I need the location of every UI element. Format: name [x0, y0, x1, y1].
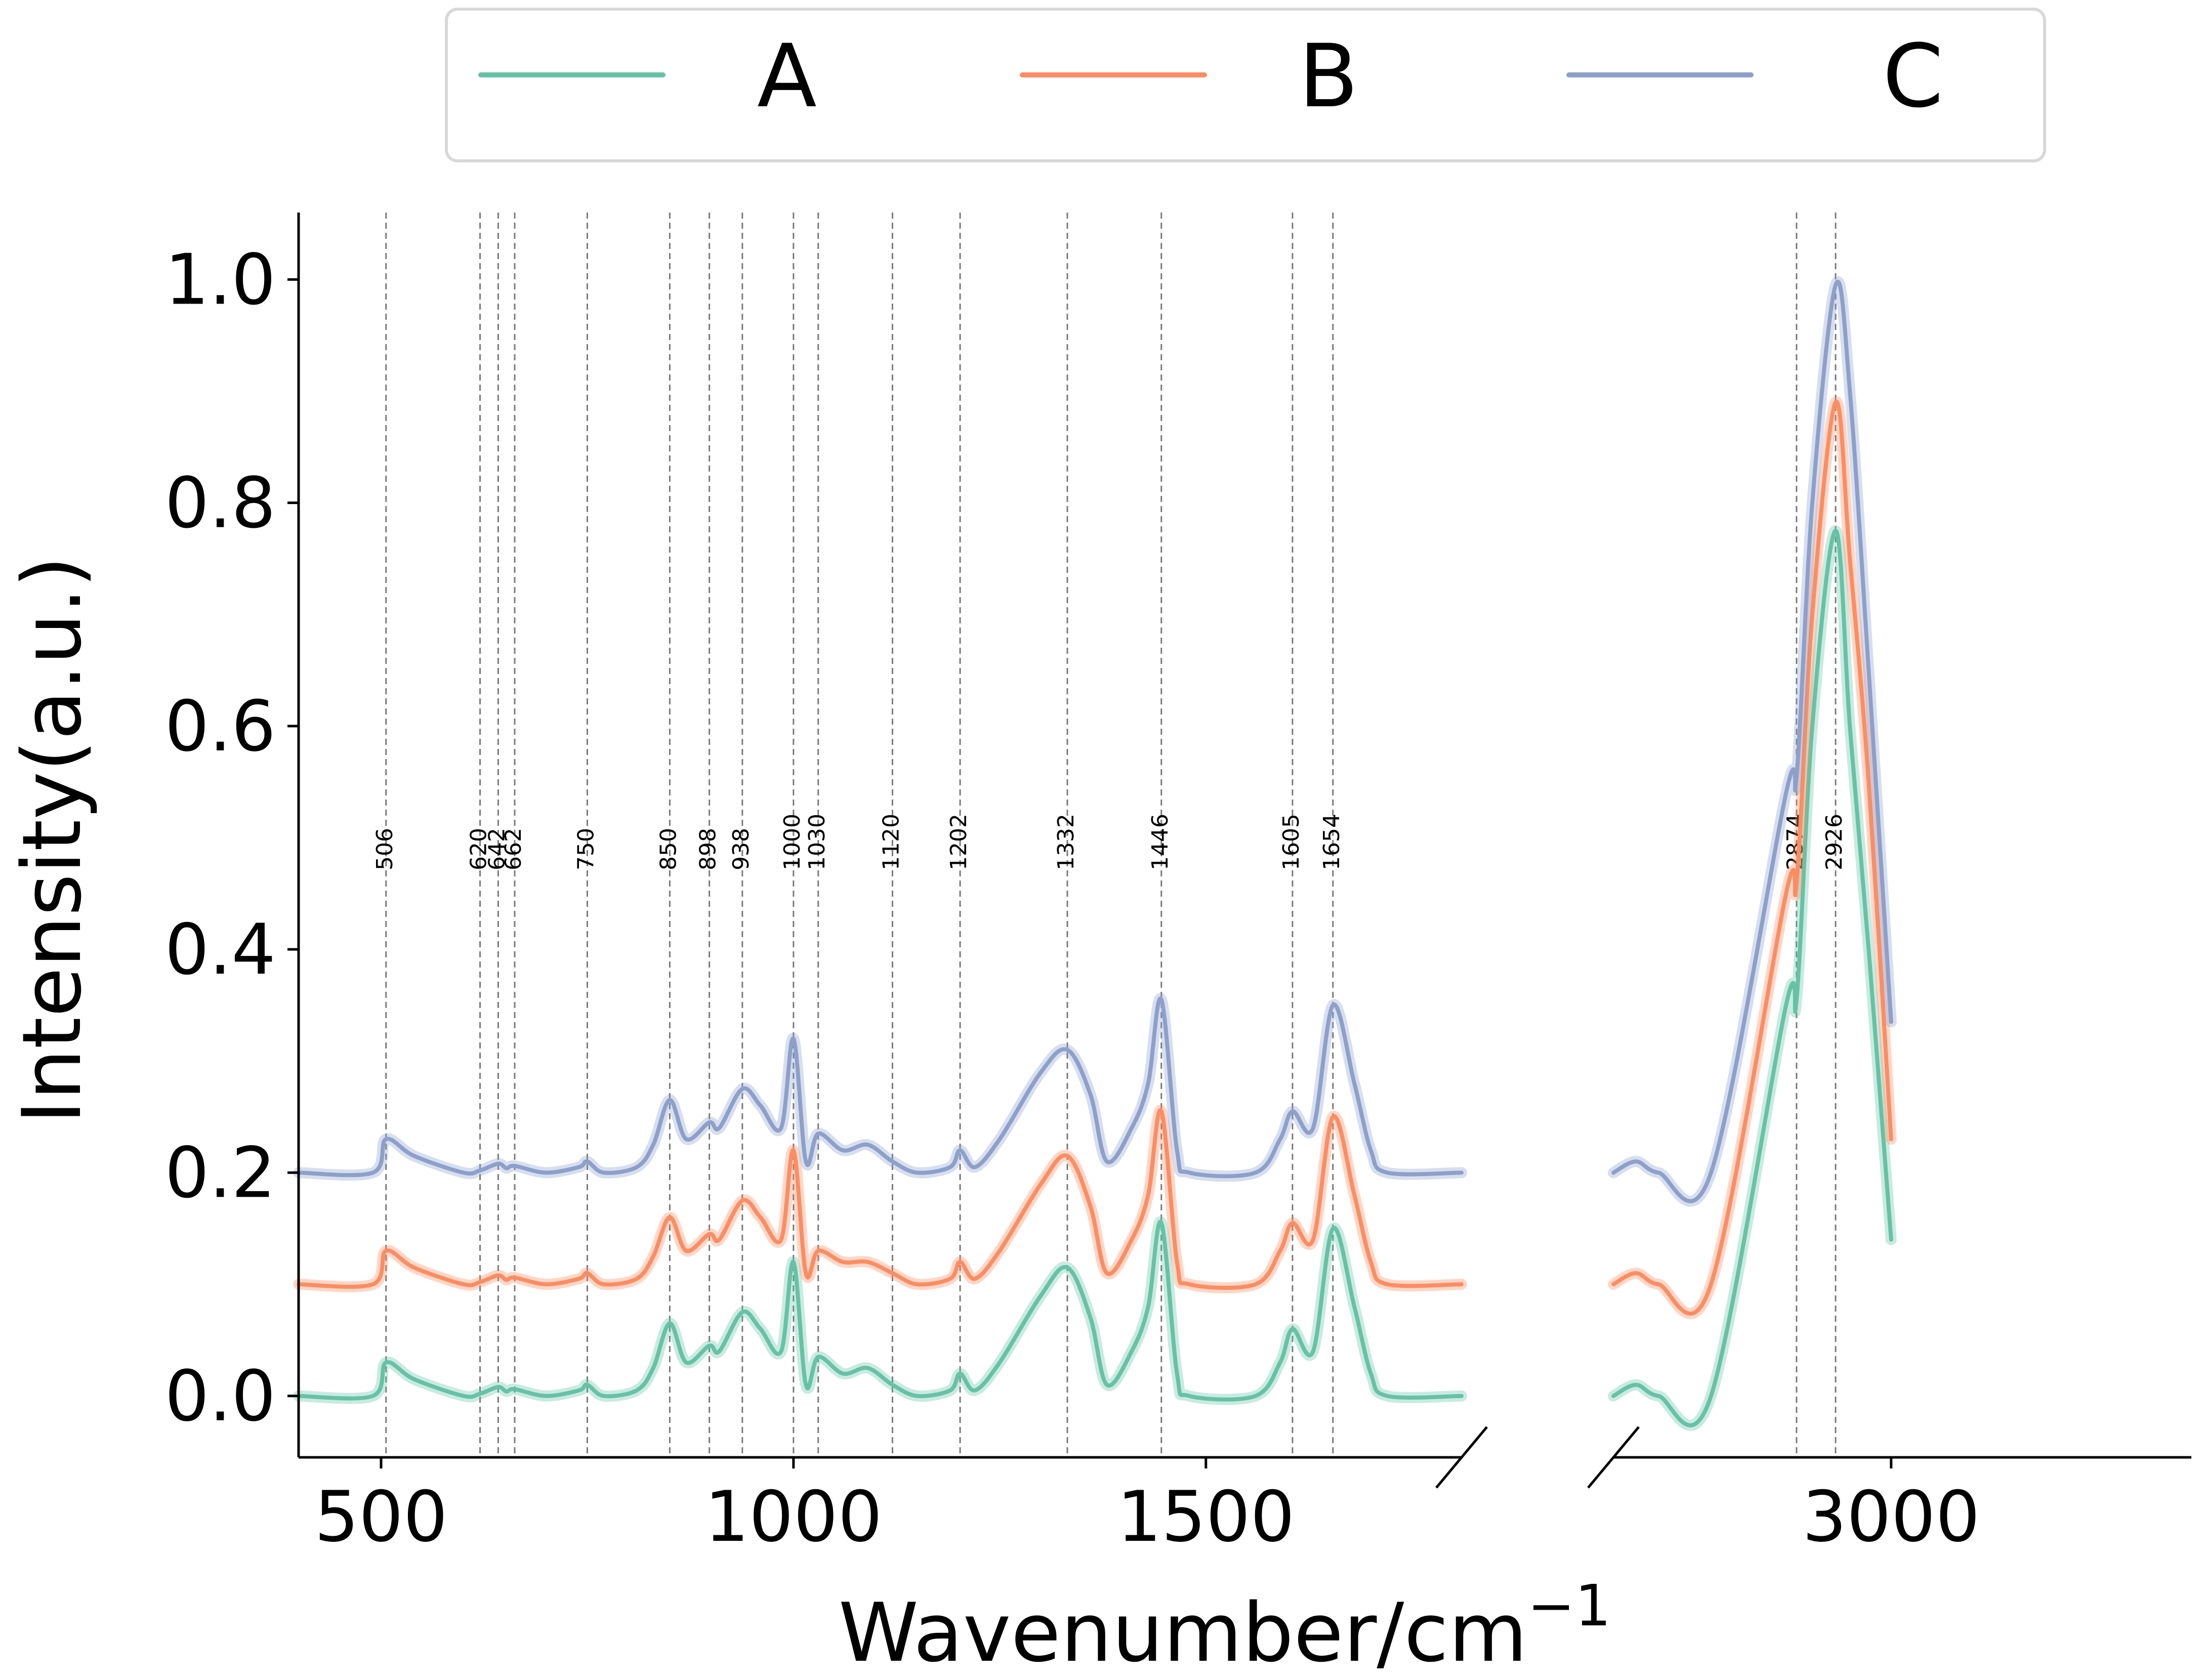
y-tick-label-0.8: 0.8 — [165, 463, 276, 544]
legend-frame — [445, 8, 2046, 162]
legend-item-A: A — [478, 25, 817, 127]
peak-label-1605: 1605 — [1278, 814, 1304, 870]
legend-label-B: B — [1299, 25, 1358, 127]
peak-label-1654: 1654 — [1319, 814, 1345, 870]
peak-label-1332: 1332 — [1053, 814, 1079, 870]
peak-label-1120: 1120 — [878, 814, 904, 870]
series-A — [293, 525, 1897, 1431]
x-tick-label-1500: 1500 — [1117, 1476, 1295, 1558]
legend: A B C — [445, 8, 2046, 162]
series-A-line-low — [297, 1220, 1464, 1402]
axes-layer: 500 1000 1500 3000 0.0 0.2 0.4 0.6 0.8 1.0 — [165, 213, 2191, 1558]
series-B-line-high — [1611, 399, 1893, 1316]
series-A-line-high — [1611, 528, 1893, 1427]
peak-label-938: 938 — [728, 828, 754, 870]
series-C-line-high — [1611, 279, 1893, 1203]
y-tick-label-0.6: 0.6 — [165, 686, 276, 767]
legend-entries: A B C — [478, 25, 1943, 127]
peak-label-850: 850 — [655, 828, 681, 870]
x-axis-title: Wavenumber/cm−1 — [839, 1573, 1611, 1680]
x-axis-title-superscript: −1 — [1527, 1573, 1611, 1639]
peak-label-1202: 1202 — [946, 814, 972, 870]
x-tick-label-1000: 1000 — [704, 1476, 882, 1558]
series-B — [293, 396, 1897, 1319]
x-tick-label-3000: 3000 — [1802, 1476, 1980, 1558]
legend-label-C: C — [1883, 25, 1943, 127]
x-tick-label-500: 500 — [314, 1476, 447, 1558]
legend-item-C: C — [1566, 25, 1943, 127]
series-C-line-low — [297, 996, 1464, 1179]
peak-label-1000: 1000 — [779, 814, 805, 870]
legend-item-B: B — [1020, 25, 1358, 127]
peak-label-642: 642 — [484, 828, 510, 870]
series-B-line-low — [297, 1108, 1464, 1290]
y-axis-title: Intensity(a.u.) — [5, 556, 99, 1124]
legend-label-A: A — [757, 25, 817, 127]
x-axis-title-main: Wavenumber/cm — [839, 1585, 1527, 1680]
y-tick-label-0.4: 0.4 — [165, 909, 276, 990]
axis-break-mark-left — [1435, 1426, 1488, 1489]
peak-label-506: 506 — [372, 828, 398, 870]
y-tick-label-0.0: 0.0 — [165, 1356, 276, 1437]
peak-label-750: 750 — [573, 828, 599, 870]
y-tick-label-0.2: 0.2 — [165, 1132, 276, 1213]
peak-label-1446: 1446 — [1147, 814, 1173, 870]
axis-break-mark-right — [1587, 1426, 1640, 1489]
series-layer — [293, 276, 1897, 1431]
peak-label-898: 898 — [695, 828, 721, 870]
peak-label-2926: 2926 — [1821, 814, 1847, 870]
series-C — [293, 276, 1897, 1207]
peak-label-1030: 1030 — [804, 814, 830, 870]
y-tick-label-1.0: 1.0 — [165, 239, 276, 320]
peak-label-662: 662 — [501, 828, 526, 870]
peak-label-620: 620 — [466, 828, 492, 870]
